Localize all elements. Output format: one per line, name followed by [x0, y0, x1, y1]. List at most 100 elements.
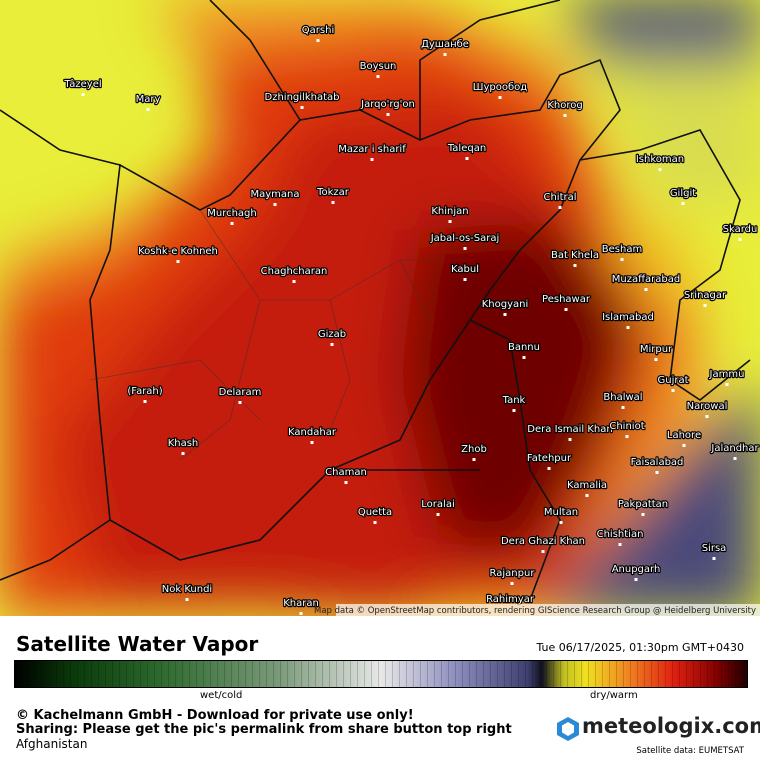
city-dot [373, 521, 377, 524]
city-dot [498, 96, 502, 99]
city-dot [386, 113, 390, 116]
city-dot [185, 598, 189, 601]
city-dot [436, 513, 440, 516]
data-source: Satellite data: EUMETSAT [636, 746, 744, 756]
brand: meteologix.com [582, 714, 760, 738]
city-dot [658, 168, 662, 171]
city-dot [621, 406, 625, 409]
color-scale [14, 660, 748, 688]
timestamp: Tue 06/17/2025, 01:30pm GMT+0430 [536, 641, 744, 654]
city-label: Tokzar [316, 187, 350, 198]
city-label: Jarqo'rg'on [360, 99, 415, 110]
city-dot [146, 108, 150, 111]
city-dot [682, 444, 686, 447]
region: Afghanistan [16, 737, 88, 751]
city-label: Lahore [667, 430, 701, 441]
city-dot [370, 158, 374, 161]
city-label: Chaghcharan [261, 266, 328, 277]
city-dot [292, 280, 296, 283]
city-label: Faisalabad [631, 457, 684, 468]
city-label: Delaram [219, 387, 262, 398]
city-dot [738, 238, 742, 241]
city-dot [703, 304, 707, 307]
city-label: Fatehpur [527, 453, 572, 464]
city-label: Dera Ghazi Khan [501, 536, 585, 547]
city-label: Gujrat [657, 375, 688, 386]
legend-right: dry/warm [590, 690, 638, 701]
city-dot [181, 452, 185, 455]
city-label: Khash [168, 438, 199, 449]
map-attribution: Map data © OpenStreetMap contributors, r… [314, 606, 756, 616]
city-dot [310, 441, 314, 444]
city-label: Mirpur [640, 344, 673, 355]
city-dot [512, 409, 516, 412]
city-label: Kharan [283, 598, 319, 609]
city-label: Anupgarh [612, 564, 661, 575]
city-dot [564, 308, 568, 311]
city-label: Pakpattan [618, 499, 668, 510]
city-label: Mary [136, 94, 161, 105]
city-label: Besham [602, 244, 642, 255]
title: Satellite Water Vapor [16, 632, 259, 656]
city-dot [626, 326, 630, 329]
city-label: Zhob [461, 444, 487, 455]
city-label: Srinagar [684, 290, 727, 301]
city-dot [712, 557, 716, 560]
city-dot [559, 521, 563, 524]
city-dot [463, 278, 467, 281]
city-dot [733, 457, 737, 460]
city-dot [705, 415, 709, 418]
city-dot [573, 264, 577, 267]
city-dot [558, 206, 562, 209]
city-dot [143, 400, 147, 403]
city-label: Islamabad [602, 312, 654, 323]
city-label: Boysun [360, 61, 397, 72]
city-dot [176, 260, 180, 263]
city-label: Khorog [547, 100, 582, 111]
city-label: Tâzeyel [63, 78, 101, 90]
city-dot [448, 220, 452, 223]
city-dot [230, 222, 234, 225]
city-label: Jammu [709, 369, 745, 380]
city-label: Bat Khela [551, 250, 599, 261]
city-label: Murchagh [207, 208, 257, 219]
city-label: Chitral [543, 192, 576, 203]
city-label: Душанбе [421, 39, 469, 50]
city-label: Chishtian [597, 529, 644, 540]
city-dot [465, 157, 469, 160]
city-label: Dera Ismail Khan [527, 424, 612, 435]
city-dot [725, 383, 729, 386]
city-dot [681, 202, 685, 205]
city-dot [625, 435, 629, 438]
city-label: Kandahar [288, 427, 337, 438]
city-dot [376, 75, 380, 78]
city-label: Jalandhar [710, 443, 759, 454]
city-label: Dzhingilkhatab [265, 92, 340, 103]
city-dot [472, 458, 476, 461]
city-label: Peshawar [542, 294, 591, 305]
city-label: Khogyani [482, 299, 529, 310]
city-dot [618, 543, 622, 546]
city-label: (Farah) [127, 386, 162, 397]
city-dot [273, 203, 277, 206]
city-dot [299, 612, 303, 615]
city-label: Nok Kundi [162, 584, 212, 595]
city-dot [316, 39, 320, 42]
city-label: Taleqan [447, 143, 486, 154]
city-label: Bannu [508, 342, 540, 353]
city-label: Bhalwal [603, 392, 642, 403]
city-dot [344, 481, 348, 484]
city-dot [655, 471, 659, 474]
city-dot [563, 114, 567, 117]
city-label: Loralai [421, 499, 454, 510]
city-label: Tank [502, 395, 526, 406]
city-dot [654, 358, 658, 361]
city-label: Quetta [358, 507, 392, 518]
city-dot [331, 201, 335, 204]
city-label: Muzaffarabad [612, 274, 680, 285]
city-dot [238, 401, 242, 404]
city-label: Narowal [687, 401, 728, 412]
city-dot [620, 258, 624, 261]
city-label: Qarshi [302, 25, 334, 36]
